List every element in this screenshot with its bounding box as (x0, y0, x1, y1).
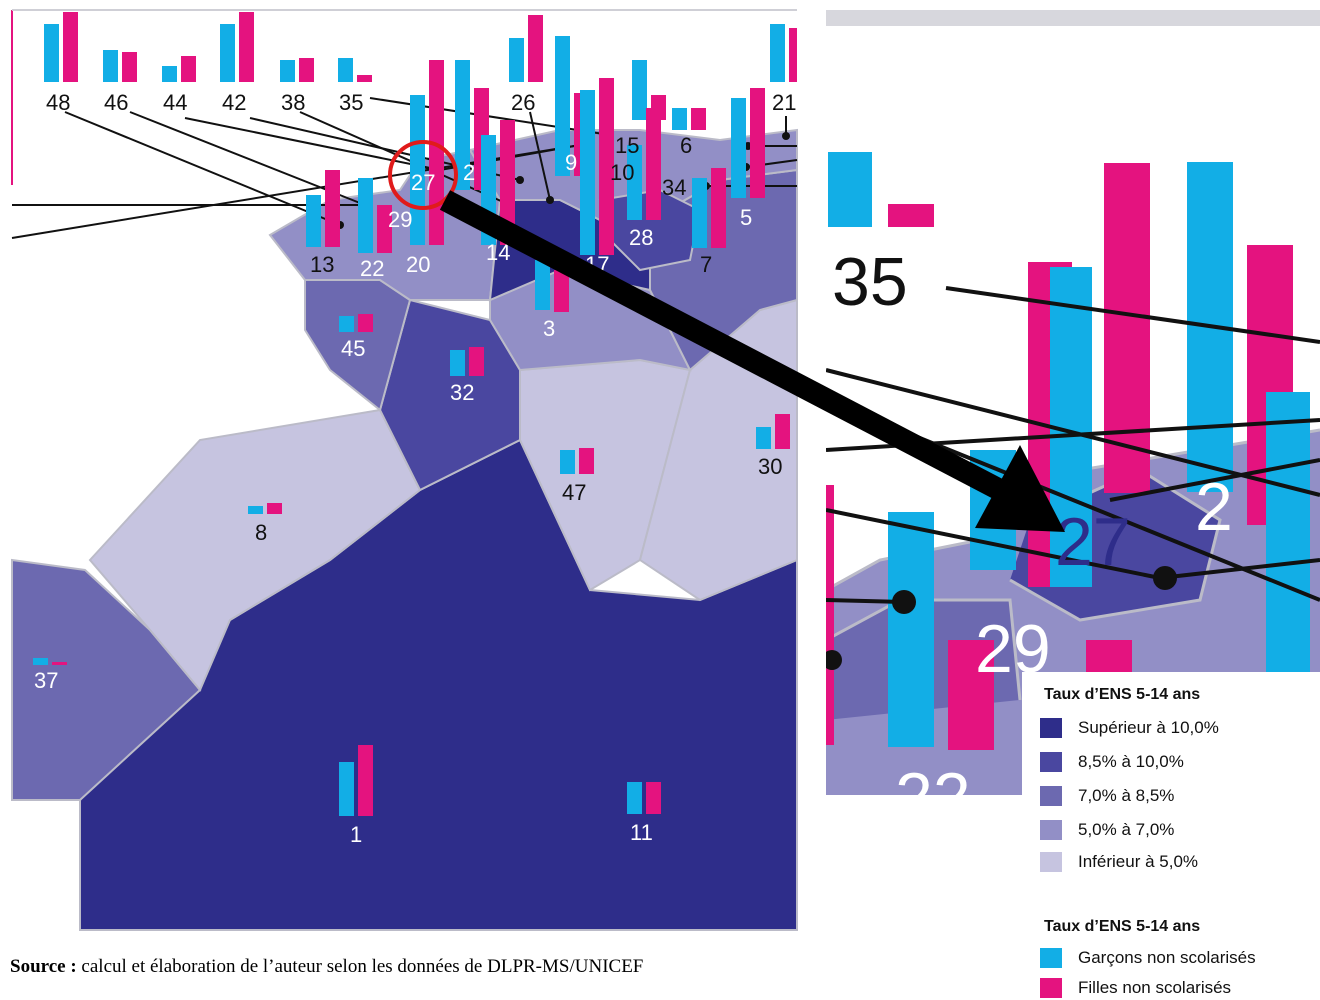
legend-label: Filles non scolarisés (1078, 978, 1232, 997)
legend-swatch (1040, 752, 1062, 772)
region-label: 26 (511, 90, 535, 115)
bar-girls (63, 12, 78, 82)
legend-label: 7,0% à 8,5% (1078, 786, 1175, 805)
region-label: 8 (255, 520, 267, 545)
legend-label: Inférieur à 5,0% (1078, 852, 1199, 871)
region-label: 32 (450, 380, 474, 405)
map-labels: 27 2 29 13 22 20 14 17 28 7 3 45 32 47 3… (34, 160, 782, 847)
bar-boys (162, 66, 177, 82)
bar-girls (239, 12, 254, 82)
region-label: 45 (341, 336, 365, 361)
legend-item: 8,5% à 10,0% (1040, 750, 1184, 774)
zoom-region-label: 35 (832, 244, 908, 320)
region-label: 35 (339, 90, 363, 115)
bar-boys (509, 38, 524, 82)
region-label: 2 (463, 160, 475, 185)
region-label: 27 (411, 170, 435, 195)
region-label: 21 (772, 90, 796, 115)
legend-item: Garçons non scolarisés (1040, 946, 1256, 970)
region-label: 34 (662, 175, 686, 200)
bar-boys (280, 60, 295, 82)
region-label: 30 (758, 454, 782, 479)
legend-item: Supérieur à 10,0% (1040, 716, 1219, 740)
legend-swatch (1040, 786, 1062, 806)
legend-swatch (1040, 820, 1062, 840)
legend-item: Inférieur à 5,0% (1040, 850, 1198, 874)
zoom-arrow (439, 190, 1065, 532)
legend-swatch (1040, 852, 1062, 872)
top-labels: 48 46 44 42 38 35 26 15 6 21 9 10 34 5 (46, 90, 796, 230)
bar-pairs-map (33, 36, 790, 816)
bar-boys (220, 24, 235, 82)
legend-item: 7,0% à 8,5% (1040, 784, 1174, 808)
region-label: 38 (281, 90, 305, 115)
zoom-panel: 35 27 29 22 2 (826, 10, 1320, 835)
region-label: 20 (406, 252, 430, 277)
map-region-west (88, 408, 422, 692)
region-label: 28 (629, 225, 653, 250)
legend-swatch-boys (1040, 948, 1062, 968)
source-label: Source : (10, 956, 77, 977)
bar-boys (44, 24, 59, 82)
bar-boys (103, 50, 118, 82)
bar-boys (770, 24, 785, 82)
region-label: 9 (565, 150, 577, 175)
region-label: 22 (360, 256, 384, 281)
legend-label: Garçons non scolarisés (1078, 948, 1256, 967)
source-text: calcul et élaboration de l’auteur selon … (76, 956, 644, 977)
highlight-circle (388, 140, 458, 210)
legend: Taux d’ENS 5-14 ans Supérieur à 10,0% 8,… (1022, 672, 1320, 998)
region-label: 47 (562, 480, 586, 505)
region-label: 48 (46, 90, 70, 115)
region-label: 6 (680, 133, 692, 158)
zoom-region-label: 27 (1055, 504, 1131, 580)
legend-title-density: Taux d’ENS 5-14 ans (1044, 686, 1201, 703)
bar-girls (357, 75, 372, 82)
legend-label: 8,5% à 10,0% (1078, 752, 1184, 771)
map-panel (11, 128, 798, 931)
bar-girls (181, 56, 196, 82)
bar-pairs (44, 12, 797, 82)
region-label: 10 (610, 160, 634, 185)
region-label: 15 (615, 133, 639, 158)
legend-label: 5,0% à 7,0% (1078, 820, 1175, 839)
bar-girls (528, 15, 543, 82)
bar-girls (122, 52, 137, 82)
region-label: 5 (740, 205, 752, 230)
region-label: 7 (700, 252, 712, 277)
legend-item: Filles non scolarisés (1040, 976, 1231, 1000)
region-label: 29 (388, 207, 412, 232)
region-label: 42 (222, 90, 246, 115)
legend-title-gender: Taux d’ENS 5-14 ans (1044, 918, 1201, 935)
region-label: 44 (163, 90, 187, 115)
legend-swatch (1040, 718, 1062, 738)
region-label: 46 (104, 90, 128, 115)
bar-girls (789, 28, 797, 82)
bar-boys (338, 58, 353, 82)
region-label: 11 (630, 820, 653, 845)
zoom-region-label: 2 (1195, 469, 1233, 545)
bar-girls (299, 58, 314, 82)
region-label: 37 (34, 668, 58, 693)
region-label: 1 (350, 822, 362, 847)
legend-item: 5,0% à 7,0% (1040, 818, 1174, 842)
legend-label: Supérieur à 10,0% (1078, 718, 1219, 737)
region-label: 3 (543, 316, 555, 341)
legend-swatch-girls (1040, 978, 1062, 998)
zoom-region-label: 22 (895, 759, 971, 835)
source-caption: Source : calcul et élaboration de l’aute… (10, 956, 643, 978)
region-label: 13 (310, 252, 334, 277)
